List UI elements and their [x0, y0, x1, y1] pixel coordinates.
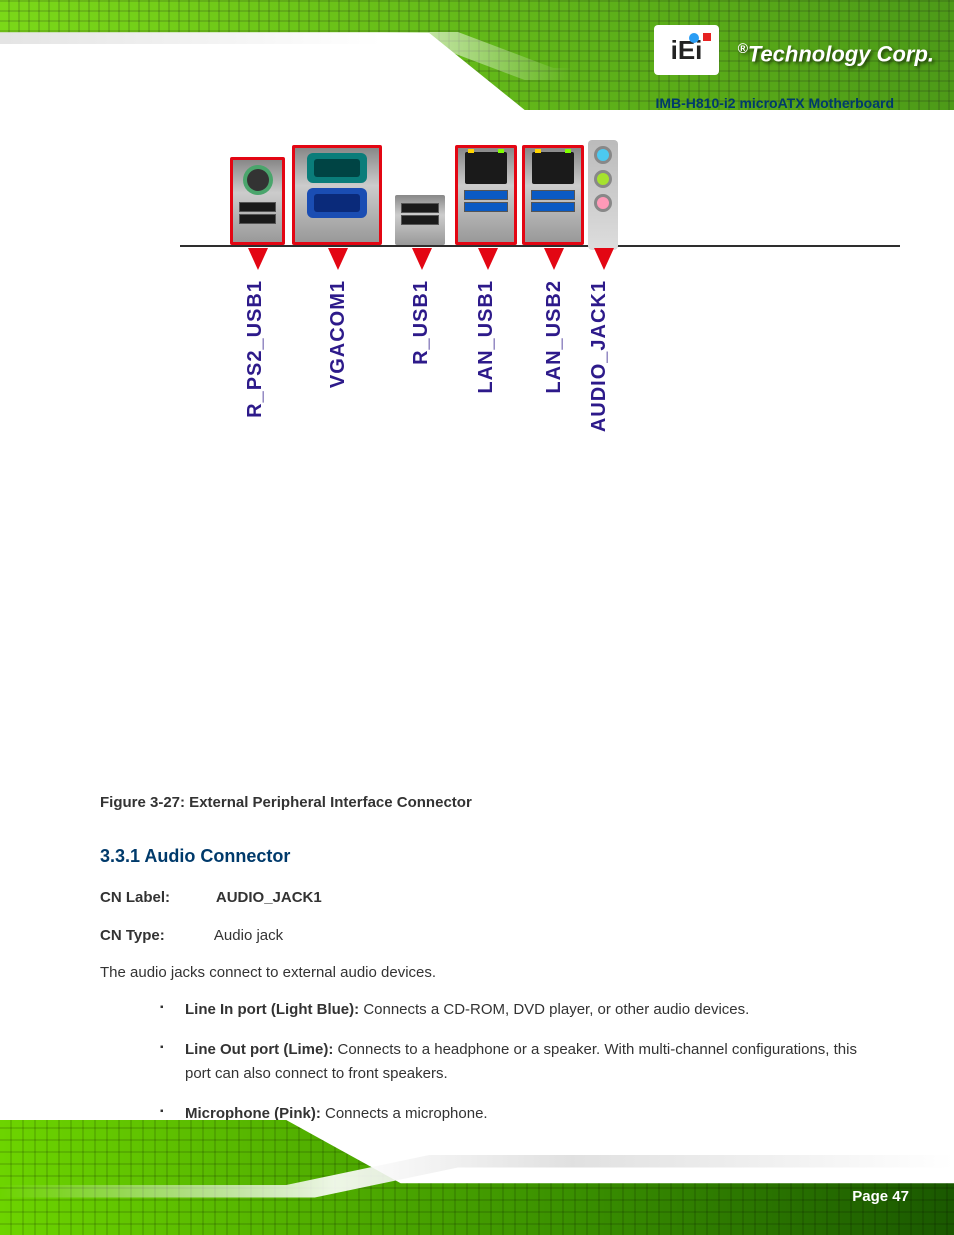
arrow-icon	[544, 248, 564, 270]
corp-name: ®Technology Corp.	[737, 40, 934, 67]
doc-title: IMB-H810-i2 microATX Motherboard	[655, 95, 894, 111]
port-lan-usb1	[455, 145, 517, 245]
body-section: Figure 3-27: External Peripheral Interfa…	[100, 790, 880, 1126]
usb3-stack-1	[458, 188, 514, 214]
intro-paragraph: The audio jacks connect to external audi…	[100, 960, 880, 986]
usb3-port-icon	[464, 190, 508, 200]
figure-caption: Figure 3-27: External Peripheral Interfa…	[100, 790, 880, 816]
bullet-item: Line In port (Light Blue): Connects a CD…	[160, 998, 880, 1022]
corp-text-label: Technology Corp.	[748, 41, 934, 66]
cn-label-row: CN Label: AUDIO_JACK1	[100, 885, 880, 911]
cn-type-row: CN Type: Audio jack	[100, 923, 880, 949]
usb3-stack-2	[525, 188, 581, 214]
port-vgacom	[292, 145, 382, 245]
port-usb	[395, 195, 445, 245]
port-label-3: R_USB1	[410, 280, 433, 365]
port-audio	[588, 140, 618, 250]
usb-stack-1	[233, 200, 282, 226]
header-banner: iEi ®Technology Corp.	[0, 0, 954, 110]
ps2-icon	[243, 165, 273, 195]
audio-jack-pink-icon	[594, 194, 612, 212]
port-label-6: AUDIO_JACK1	[588, 280, 611, 432]
rj45-icon	[465, 152, 507, 184]
port-ps2-usb	[230, 157, 285, 245]
port-label-4: LAN_USB1	[475, 280, 498, 394]
port-lan-usb2	[522, 145, 584, 245]
bullet-desc: Connects a CD-ROM, DVD player, or other …	[363, 1001, 749, 1018]
arrow-icon	[594, 248, 614, 270]
registered-icon: ®	[737, 40, 747, 56]
cn-type-value: Audio jack	[214, 927, 283, 944]
arrow-icon	[478, 248, 498, 270]
rj45-icon	[532, 152, 574, 184]
usb-port-icon	[401, 203, 439, 213]
arrow-icon	[248, 248, 268, 270]
bullet-title: Line Out port (Lime):	[185, 1041, 333, 1058]
usb-port-icon	[401, 215, 439, 225]
cn-type-prefix: CN Type:	[100, 927, 165, 944]
usb-port-icon	[239, 202, 276, 212]
bullet-item: Line Out port (Lime): Connects to a head…	[160, 1038, 880, 1086]
page-number: Page 47	[852, 1188, 909, 1205]
arrow-icon	[412, 248, 432, 270]
usb3-port-icon	[464, 202, 508, 212]
footer-pcb-texture	[0, 1120, 954, 1235]
usb-stack-2	[395, 195, 445, 233]
port-label-2: VGACOM1	[327, 280, 350, 388]
usb3-port-icon	[531, 202, 575, 212]
bullet-title: Line In port (Light Blue):	[185, 1001, 359, 1018]
section-heading: 3.3.1 Audio Connector	[100, 841, 880, 872]
logo-blue-dot	[689, 33, 699, 43]
port-label-5: LAN_USB2	[543, 280, 566, 394]
bullet-list: Line In port (Light Blue): Connects a CD…	[160, 998, 880, 1126]
cn-label-prefix: CN Label:	[100, 889, 170, 906]
io-baseline	[180, 245, 900, 247]
arrow-icon	[328, 248, 348, 270]
io-panel-figure: R_PS2_USB1 VGACOM1 R_USB1 LAN_USB1 LAN_U…	[220, 130, 720, 450]
page-content: R_PS2_USB1 VGACOM1 R_USB1 LAN_USB1 LAN_U…	[100, 120, 880, 1142]
vga-port-icon	[307, 188, 367, 218]
serial-port-icon	[307, 153, 367, 183]
audio-jack-green-icon	[594, 170, 612, 188]
cn-label-value: AUDIO_JACK1	[216, 889, 322, 906]
usb3-port-icon	[531, 190, 575, 200]
footer-banner: Page 47	[0, 1120, 954, 1235]
port-label-1: R_PS2_USB1	[244, 280, 267, 418]
logo-red-square	[703, 33, 711, 41]
usb-port-icon	[239, 214, 276, 224]
logo: iEi	[654, 25, 719, 75]
audio-jack-blue-icon	[594, 146, 612, 164]
